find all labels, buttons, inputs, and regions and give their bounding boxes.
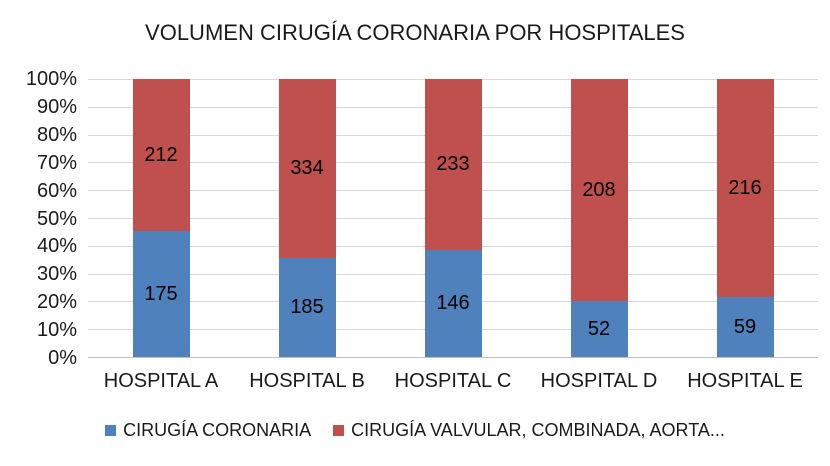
chart-area: 100% 90% 80% 70% 60% 50% 40% 30% 20% 10% 0% 212 175… — [0, 69, 818, 368]
bar-segment: 185 — [278, 257, 336, 357]
y-tick-label: 50% — [36, 207, 77, 230]
legend-item: CIRUGÍA CORONARIA — [105, 420, 311, 441]
bar-segment: 208 — [570, 79, 628, 302]
bar-segment: 59 — [716, 297, 774, 357]
data-label: 334 — [290, 156, 324, 179]
y-tick-label: 100% — [25, 68, 77, 90]
legend-swatch — [105, 424, 117, 436]
stacked-bar: 216 59 — [716, 79, 774, 357]
stacked-bar: 334 185 — [278, 79, 336, 357]
data-label: 212 — [144, 143, 178, 166]
bar-column: 208 52 — [526, 79, 672, 357]
legend-item: CIRUGÍA VALVULAR, COMBINADA, AORTA... — [333, 420, 725, 441]
x-category-label: HOSPITAL C — [394, 370, 512, 392]
bars-layer: 212 175 334 185 233 146 208 52 216 59 — [88, 79, 818, 357]
y-tick-label: 80% — [36, 123, 77, 146]
data-label: 185 — [290, 295, 324, 318]
bar-column: 216 59 — [672, 79, 818, 357]
legend-series-label: CIRUGÍA CORONARIA — [123, 419, 312, 440]
bar-segment: 146 — [424, 249, 482, 357]
bar-column: 233 146 — [380, 79, 526, 357]
bar-segment: 175 — [132, 231, 190, 357]
y-tick-label: 70% — [36, 151, 77, 174]
y-axis: 100% 90% 80% 70% 60% 50% 40% 30% 20% 10% 0% — [0, 69, 88, 368]
x-category-label: HOSPITAL B — [249, 370, 365, 392]
bar-segment: 52 — [570, 301, 628, 357]
y-tick-label: 40% — [36, 235, 77, 258]
x-category-label: HOSPITAL E — [687, 370, 803, 392]
x-category-label: HOSPITAL A — [103, 370, 219, 392]
data-label: 146 — [436, 291, 470, 314]
legend-swatch — [333, 424, 345, 436]
x-category-label: HOSPITAL D — [540, 370, 658, 392]
data-label: 59 — [733, 315, 757, 338]
legend: CIRUGÍA CORONARIA CIRUGÍA VALVULAR, COMBI… — [0, 418, 830, 442]
y-tick-label: 10% — [36, 319, 77, 342]
x-axis: HOSPITAL A HOSPITAL B HOSPITAL C HOSPITAL D… — [88, 369, 818, 393]
data-label: 175 — [144, 282, 178, 305]
data-label: 208 — [582, 178, 616, 201]
bar-segment: 216 — [716, 79, 774, 298]
legend-series-label: CIRUGÍA VALVULAR, COMBINADA, AORTA... — [351, 419, 725, 440]
bar-segment: 334 — [278, 79, 336, 258]
y-tick-label: 20% — [36, 291, 77, 314]
y-tick-label: 60% — [36, 179, 77, 202]
stacked-bar: 233 146 — [424, 79, 482, 357]
plot-area: 212 175 334 185 233 146 208 52 216 59 — [88, 79, 818, 358]
stacked-bar: 208 52 — [570, 79, 628, 357]
y-tick-label: 90% — [36, 95, 77, 118]
bar-segment: 212 — [132, 79, 190, 232]
data-label: 233 — [436, 152, 470, 175]
bar-segment: 233 — [424, 79, 482, 250]
stacked-bar: 212 175 — [132, 79, 190, 357]
data-label: 216 — [728, 176, 762, 199]
y-tick-label: 30% — [36, 263, 77, 286]
data-label: 52 — [587, 317, 611, 340]
bar-column: 212 175 — [88, 79, 234, 357]
bar-column: 334 185 — [234, 79, 380, 357]
chart-title: VOLUMEN CIRUGÍA CORONARIA POR HOSPITALES — [145, 20, 685, 45]
y-tick-label: 0% — [48, 347, 77, 369]
